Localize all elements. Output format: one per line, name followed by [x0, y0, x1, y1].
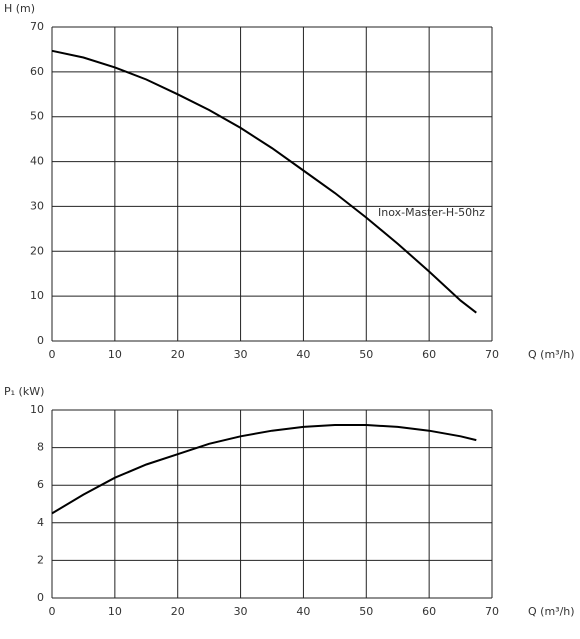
x-tick-label: 30: [234, 605, 248, 618]
x-tick-label: 70: [485, 348, 499, 361]
y-tick-label: 4: [37, 516, 44, 529]
y-tick-label: 50: [30, 110, 44, 123]
x-tick-label: 0: [49, 348, 56, 361]
y-tick-label: 20: [30, 244, 44, 257]
y-tick-label: 0: [37, 591, 44, 604]
x-tick-label: 70: [485, 605, 499, 618]
y-tick-label: 6: [37, 478, 44, 491]
y-tick-label: 2: [37, 553, 44, 566]
x-tick-label: 40: [296, 605, 310, 618]
x-tick-label: 10: [108, 605, 122, 618]
x-tick-label: 20: [171, 348, 185, 361]
y-tick-label: 10: [30, 403, 44, 416]
y-tick-label: 70: [30, 20, 44, 33]
line-series: [51, 424, 477, 515]
x-tick-label: 20: [171, 605, 185, 618]
x-tick-label: 0: [49, 605, 56, 618]
y-tick-label: 40: [30, 155, 44, 168]
x-tick-label: 50: [359, 605, 373, 618]
x-tick-label: 50: [359, 348, 373, 361]
x-tick-label: 30: [234, 348, 248, 361]
x-tick-label: 10: [108, 348, 122, 361]
y-tick-label: 60: [30, 65, 44, 78]
y-tick-label: 10: [30, 289, 44, 302]
y-axis-label: P₁ (kW): [4, 385, 44, 398]
y-tick-label: 30: [30, 199, 44, 212]
x-axis-label: Q (m³/h): [528, 348, 575, 361]
y-axis-label: H (m): [4, 2, 35, 15]
x-tick-label: 60: [422, 605, 436, 618]
x-tick-label: 60: [422, 348, 436, 361]
series-label: Inox-Master-H-50hz: [378, 206, 485, 219]
y-tick-label: 0: [37, 334, 44, 347]
x-axis-label: Q (m³/h): [528, 605, 575, 618]
line-series: [51, 49, 477, 314]
x-tick-label: 40: [296, 348, 310, 361]
y-tick-label: 8: [37, 441, 44, 454]
